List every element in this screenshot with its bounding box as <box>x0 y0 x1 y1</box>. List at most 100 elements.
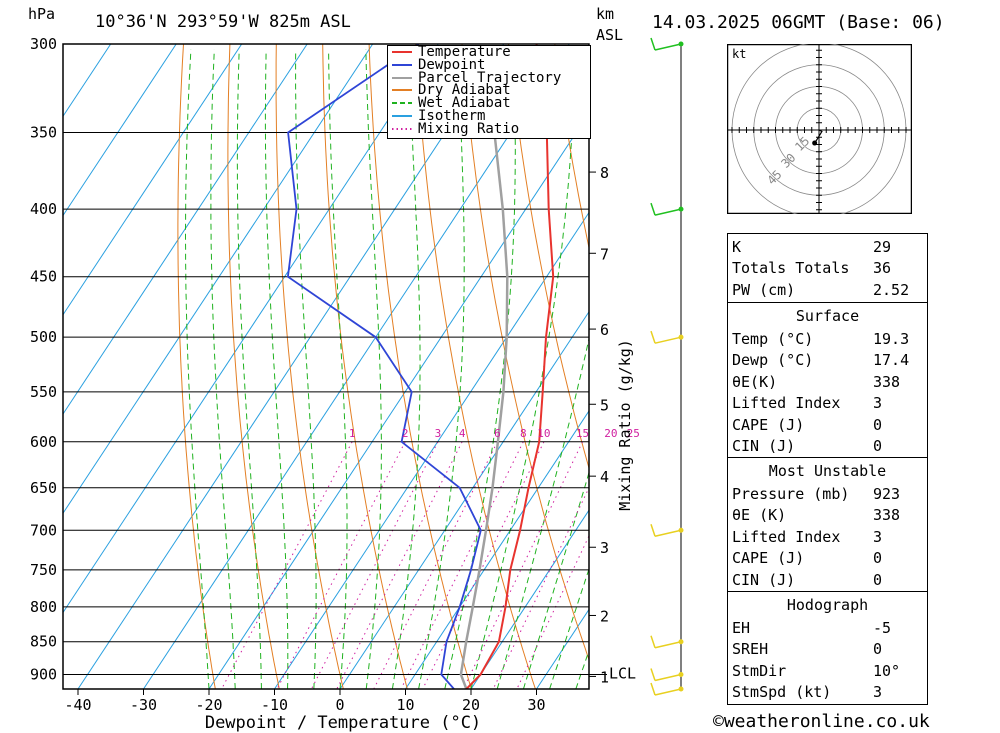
mixing-ratio-line <box>221 441 353 689</box>
legend: Temperature Dewpoint Parcel Trajectory Dry … <box>387 45 591 139</box>
isotherm-line <box>77 44 505 689</box>
km-tick-label: 5 <box>600 396 609 414</box>
pressure-tick-label: 300 <box>30 35 57 53</box>
mixing-ratio-label: 6 <box>494 427 501 440</box>
index-label: Temp (°C) <box>732 329 814 348</box>
dry-adiabat-line <box>973 44 1000 689</box>
mixing-ratio-label: 10 <box>537 427 550 440</box>
index-value: 0 <box>873 415 883 434</box>
wet-adiabat-line <box>295 49 317 689</box>
index-value: 0 <box>873 549 883 568</box>
index-value: 0 <box>873 437 883 456</box>
km-tick-label: 8 <box>600 164 609 182</box>
index-value: 19.3 <box>873 329 910 348</box>
dry-adiabat-line <box>507 44 589 470</box>
isotherm-line <box>63 44 177 217</box>
wind-barb-flag <box>650 668 656 681</box>
mixing-ratio-line <box>276 441 406 689</box>
index-value: 923 <box>873 484 901 503</box>
legend-swatch <box>392 51 412 53</box>
isotherm-line <box>208 112 589 689</box>
pressure-tick-label: 350 <box>30 123 57 141</box>
dry-adiabat-line <box>926 44 1000 689</box>
copyright-footer[interactable]: ©weatheronline.co.uk <box>713 711 930 732</box>
lcl-label: LCL <box>609 665 636 683</box>
wind-barb-flag <box>650 682 656 696</box>
index-row: Lifted Index 3 <box>728 393 927 415</box>
index-value: 10° <box>873 661 901 680</box>
datetime-title: 14.03.2025 06GMT (Base: 06) <box>652 12 945 33</box>
index-row: SREH 0 <box>728 639 927 661</box>
pressure-tick-label: 400 <box>30 200 57 218</box>
legend-label: Parcel Trajectory <box>418 69 562 86</box>
index-row: CAPE (J) 0 <box>728 548 927 570</box>
index-row: EH -5 <box>728 617 927 639</box>
location-title: 10°36'N 293°59'W 825m ASL <box>95 12 351 32</box>
plot-frame <box>62 43 590 690</box>
pressure-tick-label: 800 <box>30 598 57 616</box>
mixing-ratio-label: 8 <box>520 427 527 440</box>
x-tick-label: 10 <box>396 696 414 714</box>
mixing-ratio-line <box>373 441 498 689</box>
wind-barb-flag <box>650 330 656 344</box>
wind-barb <box>654 673 682 682</box>
legend-label: Wet Adiabat <box>418 95 511 112</box>
km-tick-label: 3 <box>600 539 609 557</box>
index-value: 0 <box>873 640 883 659</box>
pressure-tick-label: 900 <box>30 666 57 684</box>
pressure-tick-label: 850 <box>30 633 57 651</box>
dry-adiabat-line <box>227 44 280 689</box>
x-tick-label: 0 <box>335 696 344 714</box>
mixing-ratio-axis-label: Mixing Ratio (g/kg) <box>616 339 634 511</box>
mixing-ratio-label: 2 <box>402 427 409 440</box>
dry-adiabat-line <box>275 44 344 689</box>
wind-barb-flag <box>650 202 656 216</box>
x-tick-label: 30 <box>527 696 545 714</box>
index-value: 36 <box>873 259 892 278</box>
legend-item: Isotherm <box>390 109 485 123</box>
index-row: Temp (°C) 19.3 <box>728 328 927 350</box>
index-label: StmSpd (kt) <box>732 683 832 702</box>
wet-adiabat-line <box>328 49 348 689</box>
wet-adiabat-line <box>391 49 421 689</box>
index-value: 3 <box>873 394 883 413</box>
index-row: StmSpd (kt) 3 <box>728 682 927 704</box>
dry-adiabat-line <box>322 44 408 689</box>
dry-adiabat-line <box>415 44 536 689</box>
index-row: CIN (J) 0 <box>728 569 927 591</box>
mixing-ratio-label: 15 <box>576 427 589 440</box>
km-tick-label: 6 <box>600 321 609 339</box>
asl-unit-label: ASL <box>596 26 624 44</box>
isotherm-line <box>63 44 374 515</box>
km-tick-label: 7 <box>600 245 609 263</box>
index-row: θE(K) 338 <box>728 371 927 393</box>
isotherm-line <box>63 44 439 614</box>
legend-swatch <box>392 115 412 117</box>
index-row: K 29 <box>728 236 927 258</box>
index-label: θE (K) <box>732 506 787 525</box>
legend-label: Dry Adiabat <box>418 82 511 99</box>
pressure-tick-label: 450 <box>30 268 57 286</box>
hodograph-unit-label: kt <box>732 47 746 61</box>
index-row: CAPE (J) 0 <box>728 414 927 436</box>
pressure-tick-label: 500 <box>30 328 57 346</box>
wind-level-dot <box>678 206 684 212</box>
parcel-trajectory-line <box>459 80 509 689</box>
wet-adiabat-line <box>522 470 589 689</box>
wind-level-dot <box>678 527 684 533</box>
mixing-ratio-label: 20 <box>604 427 617 440</box>
hodograph-title: Hodograph <box>786 596 869 614</box>
index-value: 3 <box>873 683 883 702</box>
legend-swatch <box>392 76 412 79</box>
wind-level-dot <box>678 672 684 678</box>
index-row: Totals Totals 36 <box>728 258 927 280</box>
pressure-unit-label: hPa <box>28 5 56 23</box>
wind-barb-flag <box>650 524 656 537</box>
index-value: 338 <box>873 372 901 391</box>
legend-label: Dewpoint <box>418 56 486 73</box>
pressure-tick-label: 750 <box>30 561 57 579</box>
index-label: CAPE (J) <box>732 549 805 568</box>
x-tick-label: -30 <box>130 696 157 714</box>
x-tick-label: -20 <box>195 696 222 714</box>
